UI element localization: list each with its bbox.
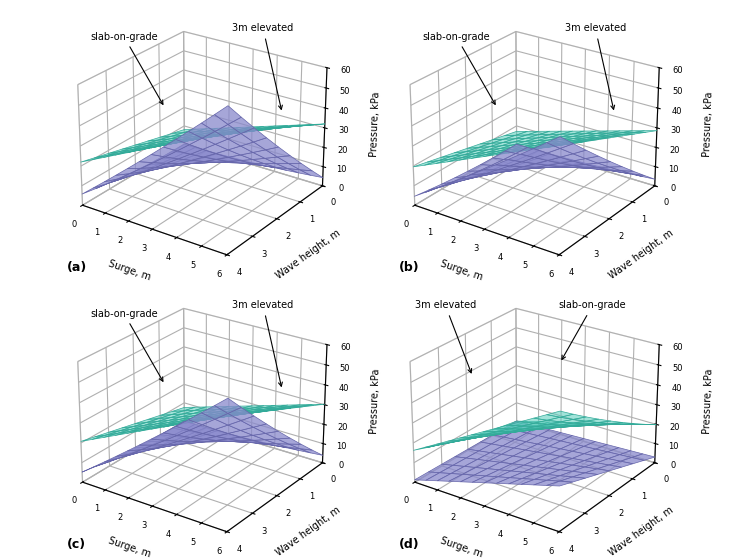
Text: (a): (a) <box>67 261 87 274</box>
Text: slab-on-grade: slab-on-grade <box>559 300 627 359</box>
Y-axis label: Wave height, m: Wave height, m <box>275 505 343 558</box>
Text: (d): (d) <box>399 538 419 551</box>
Text: 3m elevated: 3m elevated <box>415 300 476 373</box>
Y-axis label: Wave height, m: Wave height, m <box>607 228 675 281</box>
Y-axis label: Wave height, m: Wave height, m <box>275 228 343 281</box>
Text: slab-on-grade: slab-on-grade <box>422 32 496 104</box>
Y-axis label: Wave height, m: Wave height, m <box>607 505 675 558</box>
X-axis label: Surge, m: Surge, m <box>439 536 484 558</box>
Text: 3m elevated: 3m elevated <box>232 300 294 386</box>
Text: (c): (c) <box>67 538 86 551</box>
Text: 3m elevated: 3m elevated <box>564 23 626 109</box>
Text: (b): (b) <box>399 261 419 274</box>
Text: 3m elevated: 3m elevated <box>232 23 294 109</box>
Text: slab-on-grade: slab-on-grade <box>90 32 163 104</box>
X-axis label: Surge, m: Surge, m <box>439 258 484 282</box>
X-axis label: Surge, m: Surge, m <box>107 536 152 558</box>
X-axis label: Surge, m: Surge, m <box>107 258 152 282</box>
Text: slab-on-grade: slab-on-grade <box>90 309 163 381</box>
